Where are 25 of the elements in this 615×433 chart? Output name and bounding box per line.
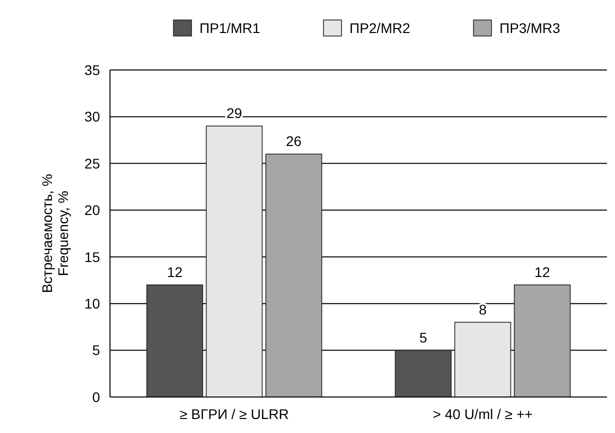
bar xyxy=(514,284,571,398)
data-label: 5 xyxy=(419,329,428,346)
data-label: 8 xyxy=(478,301,487,318)
data-label: 26 xyxy=(286,133,302,150)
x-tick-label: > 40 U/ml / ≥ ++ xyxy=(432,406,533,422)
y-tick-label: 35 xyxy=(84,62,100,78)
data-label: 12 xyxy=(166,264,183,280)
legend-label: ПР1/MR1 xyxy=(200,20,260,36)
y-tick-label: 5 xyxy=(92,342,100,358)
y-tick-label: 15 xyxy=(84,248,100,265)
bar xyxy=(454,322,512,398)
y-tick-label: 10 xyxy=(84,295,100,312)
y-axis-title: Встречаемость, % Frequency, % xyxy=(39,174,71,294)
y-tick-label: 30 xyxy=(84,108,100,125)
y-tick-label: 20 xyxy=(84,202,100,218)
y-tick-label: 0 xyxy=(92,388,100,405)
bar xyxy=(146,284,204,398)
legend-label: ПР3/MR3 xyxy=(500,20,560,36)
bar xyxy=(206,126,263,398)
x-tick-label: ≥ ВГРИ / ≥ ULRR xyxy=(180,406,289,422)
y-tick-label: 25 xyxy=(84,155,100,172)
bar xyxy=(265,154,322,398)
data-label: 12 xyxy=(534,264,550,280)
bar xyxy=(394,350,452,398)
legend-label: ПР2/MR2 xyxy=(350,20,410,36)
